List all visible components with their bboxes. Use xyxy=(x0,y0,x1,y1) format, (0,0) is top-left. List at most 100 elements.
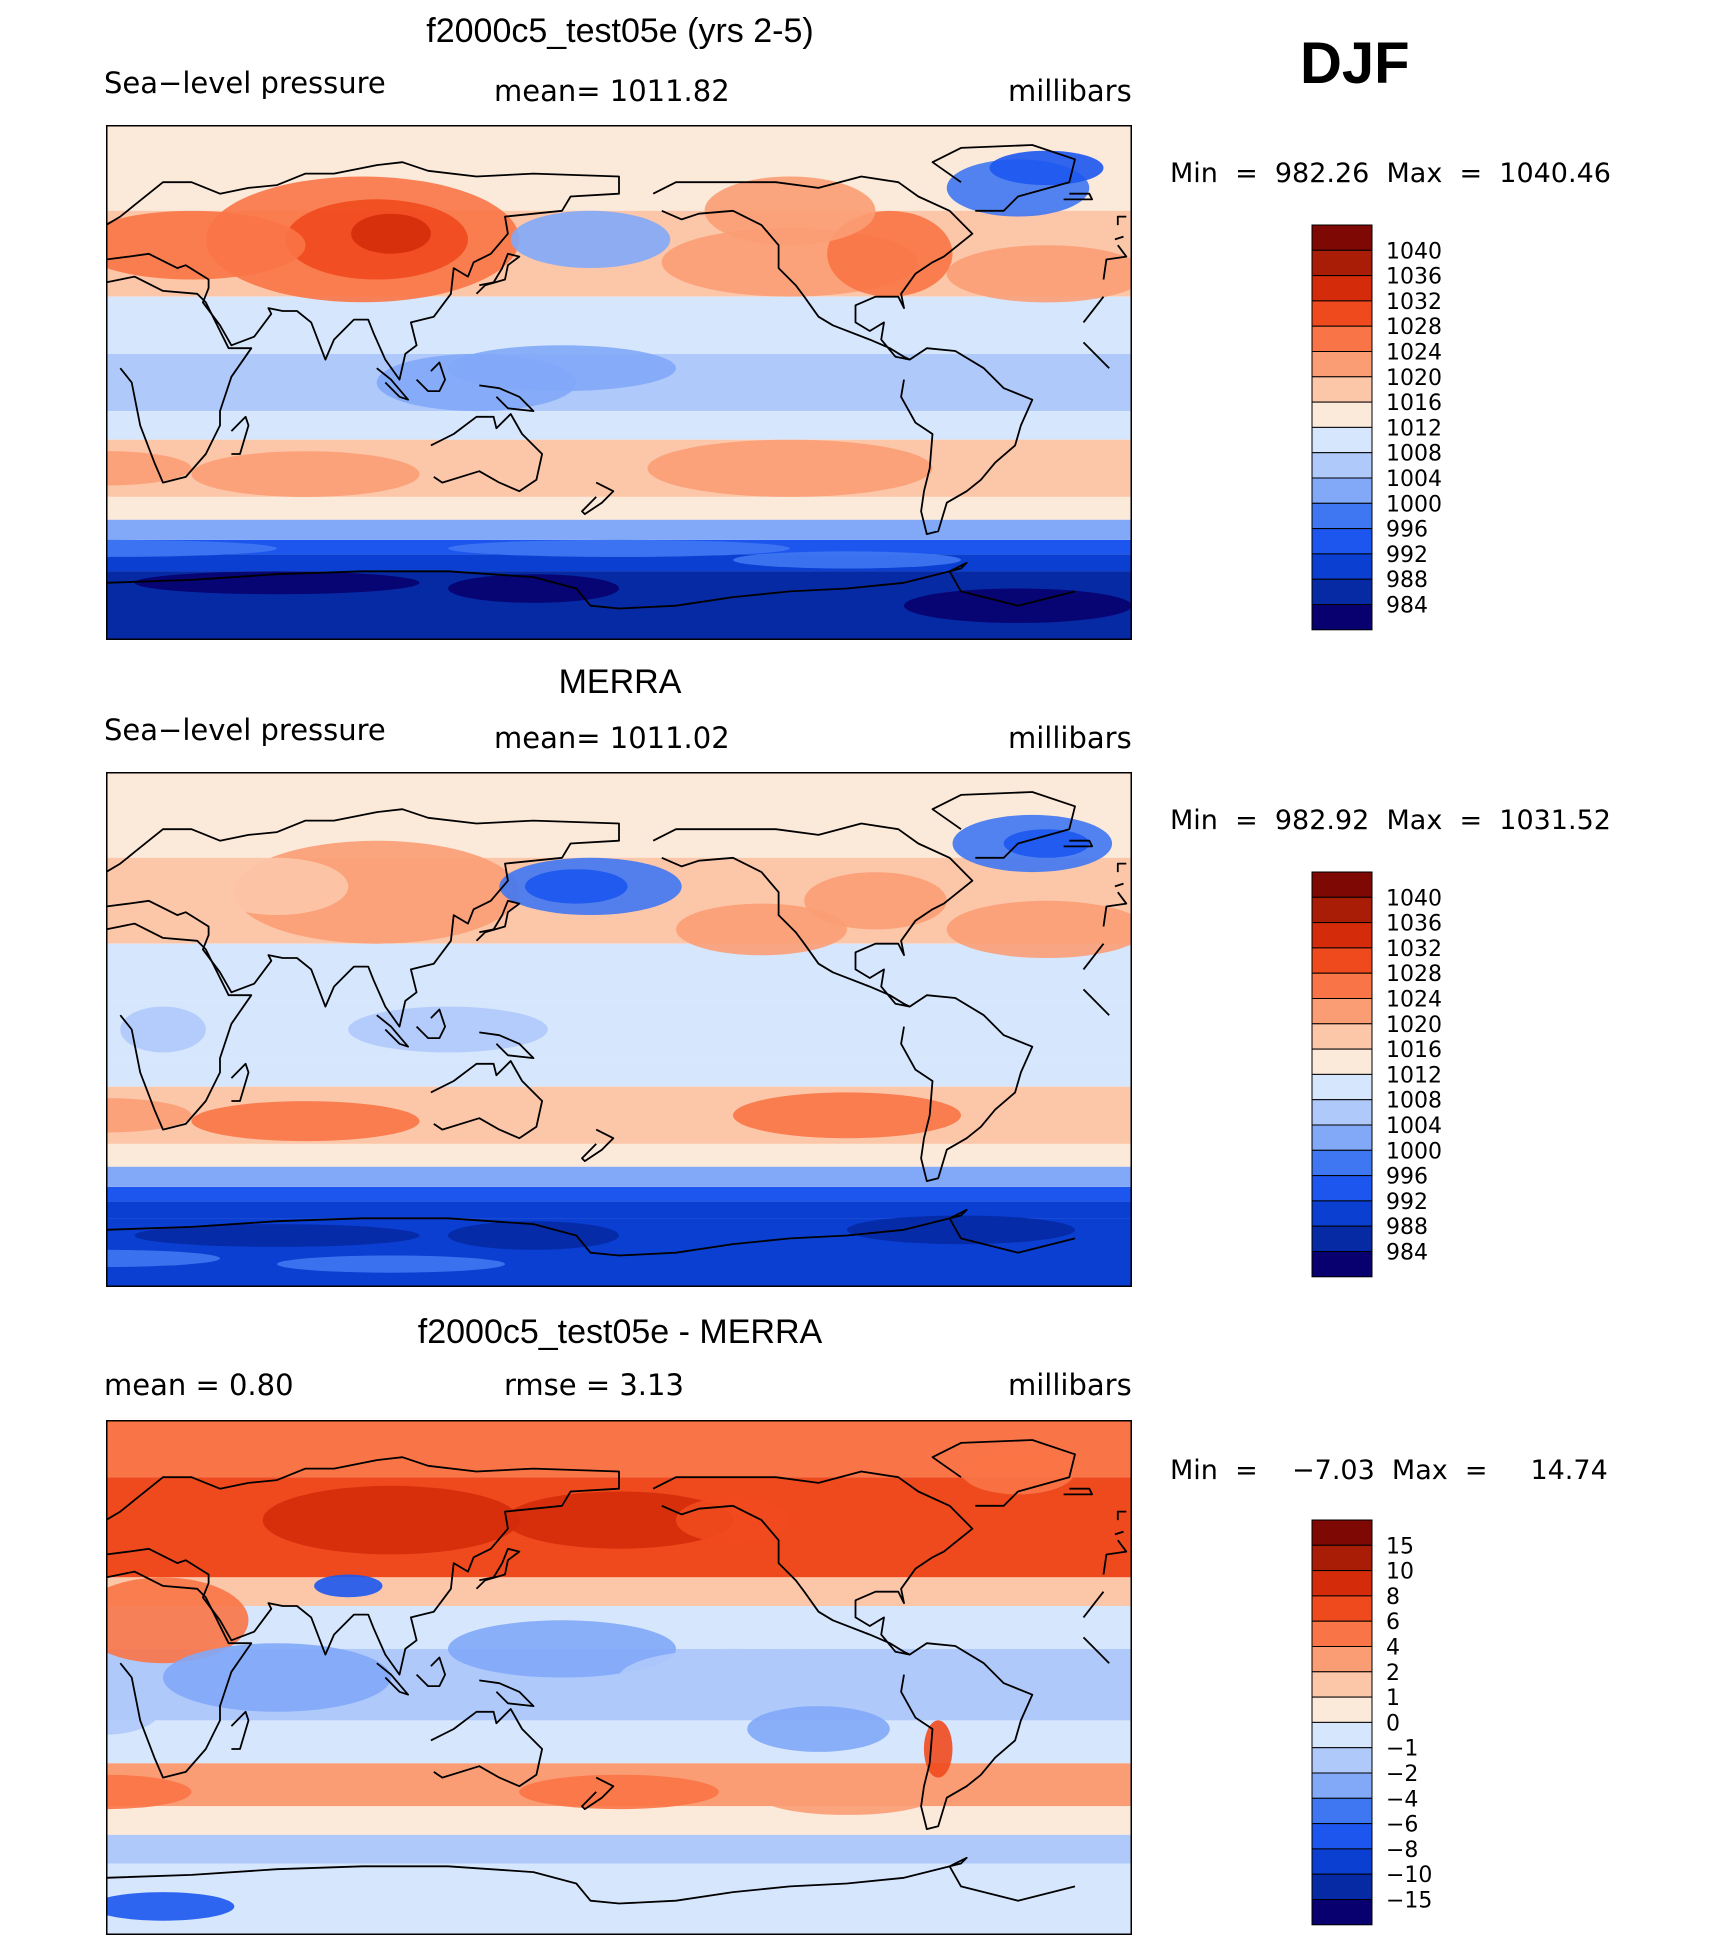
colorbar-tick-label: 1004 xyxy=(1386,1114,1442,1139)
colorbar-box xyxy=(1311,1200,1373,1227)
colorbar-tick-label: 8 xyxy=(1386,1585,1400,1610)
colorbar-tick-label: 1040 xyxy=(1386,239,1442,264)
season-label: DJF xyxy=(1300,31,1410,96)
colorbar-box xyxy=(1311,1073,1373,1101)
colorbar-box xyxy=(1311,325,1373,352)
colorbar-box xyxy=(1311,452,1373,479)
colorbar-box xyxy=(1311,1848,1373,1875)
colorbar-tick-label: 1012 xyxy=(1386,1063,1442,1088)
colorbar-box xyxy=(1311,224,1373,251)
colorbar-box xyxy=(1311,1048,1373,1075)
colorbar-tick-label: −6 xyxy=(1386,1813,1418,1838)
panel1-variable-label: Sea−level pressure xyxy=(104,66,386,100)
panel2-minmax: Min = 982.92 Max = 1031.52 xyxy=(1170,805,1611,836)
colorbar-tick-label: 0 xyxy=(1386,1711,1400,1736)
colorbar-box xyxy=(1311,1671,1373,1698)
colorbar-box xyxy=(1311,502,1373,530)
colorbar-tick-label: 1020 xyxy=(1386,1013,1442,1038)
colorbar-tick-label: −4 xyxy=(1386,1787,1418,1812)
panel1-colorbar: 1040103610321028102410201016101210081004… xyxy=(1311,224,1442,631)
colorbar-tick-label: 992 xyxy=(1386,543,1428,568)
colorbar-tick-label: 1004 xyxy=(1386,467,1442,492)
colorbar-tick-label: 988 xyxy=(1386,1215,1428,1240)
colorbar-box xyxy=(1311,1544,1373,1572)
colorbar-box xyxy=(1311,1620,1373,1647)
colorbar-box xyxy=(1311,1023,1373,1050)
colorbar-tick-label: 1024 xyxy=(1386,341,1442,366)
colorbar-box xyxy=(1311,998,1373,1025)
panel2-variable-label: Sea−level pressure xyxy=(104,713,386,747)
panel3-minmax: Min = −7.03 Max = 14.74 xyxy=(1170,1455,1608,1486)
colorbar-tick-label: 15 xyxy=(1386,1534,1414,1559)
colorbar-tick-label: 988 xyxy=(1386,568,1428,593)
colorbar-box xyxy=(1311,1797,1373,1825)
panel2-title: MERRA xyxy=(558,663,682,701)
panel3-title: f2000c5_test05e - MERRA xyxy=(417,1313,823,1351)
colorbar-tick-label: 1008 xyxy=(1386,1089,1442,1114)
colorbar-box xyxy=(1311,249,1373,277)
colorbar-box xyxy=(1311,1175,1373,1202)
colorbar-box xyxy=(1311,1747,1373,1774)
colorbar-box xyxy=(1311,1873,1373,1901)
colorbar-box xyxy=(1311,922,1373,949)
colorbar-box xyxy=(1311,947,1373,974)
colorbar-tick-label: 1020 xyxy=(1386,366,1442,391)
colorbar-box xyxy=(1311,477,1373,504)
colorbar-tick-label: 2 xyxy=(1386,1661,1400,1686)
panel1-map xyxy=(106,125,1132,640)
colorbar-box xyxy=(1311,972,1373,999)
colorbar-box xyxy=(1311,1823,1373,1850)
colorbar-tick-label: 1032 xyxy=(1386,937,1442,962)
colorbar-box xyxy=(1311,553,1373,580)
colorbar-box xyxy=(1311,1595,1373,1622)
colorbar-tick-label: 984 xyxy=(1386,1241,1428,1266)
colorbar-box xyxy=(1311,376,1373,403)
colorbar-tick-label: 1028 xyxy=(1386,315,1442,340)
colorbar-box xyxy=(1311,426,1373,454)
panel3-map xyxy=(106,1420,1132,1935)
colorbar-box xyxy=(1311,578,1373,606)
colorbar-tick-label: −1 xyxy=(1386,1737,1418,1762)
colorbar-box xyxy=(1311,1696,1373,1723)
colorbar-box xyxy=(1311,351,1373,378)
colorbar-box xyxy=(1311,1251,1373,1278)
panel2-units-label: millibars xyxy=(1008,721,1132,755)
colorbar-tick-label: 1008 xyxy=(1386,442,1442,467)
colorbar-box xyxy=(1311,1149,1373,1177)
panel1-title: f2000c5_test05e (yrs 2-5) xyxy=(426,12,814,50)
colorbar-box xyxy=(1311,871,1373,898)
colorbar-box xyxy=(1311,1225,1373,1253)
colorbar-tick-label: −15 xyxy=(1386,1889,1432,1914)
colorbar-tick-label: 1028 xyxy=(1386,962,1442,987)
colorbar-box xyxy=(1311,401,1373,428)
colorbar-tick-label: 10 xyxy=(1386,1560,1414,1585)
colorbar-tick-label: −8 xyxy=(1386,1838,1418,1863)
colorbar-tick-label: 1000 xyxy=(1386,1139,1442,1164)
colorbar-tick-label: 1000 xyxy=(1386,492,1442,517)
colorbar-tick-label: 1032 xyxy=(1386,290,1442,315)
colorbar-tick-label: 1016 xyxy=(1386,1038,1442,1063)
colorbar-tick-label: 1 xyxy=(1386,1686,1400,1711)
colorbar-box xyxy=(1311,1646,1373,1673)
colorbar-tick-label: 1024 xyxy=(1386,988,1442,1013)
panel1-minmax: Min = 982.26 Max = 1040.46 xyxy=(1170,158,1611,189)
colorbar-tick-label: 6 xyxy=(1386,1610,1400,1635)
colorbar-box xyxy=(1311,896,1373,924)
colorbar-box xyxy=(1311,528,1373,555)
colorbar-tick-label: 992 xyxy=(1386,1190,1428,1215)
panel2-map xyxy=(106,772,1132,1287)
colorbar-tick-label: 1040 xyxy=(1386,886,1442,911)
colorbar-tick-label: 4 xyxy=(1386,1636,1400,1661)
colorbar-tick-label: −2 xyxy=(1386,1762,1418,1787)
panel1-units-label: millibars xyxy=(1008,74,1132,108)
colorbar-tick-label: 1012 xyxy=(1386,416,1442,441)
colorbar-tick-label: 1016 xyxy=(1386,391,1442,416)
colorbar-box xyxy=(1311,1519,1373,1546)
panel2-colorbar: 1040103610321028102410201016101210081004… xyxy=(1311,871,1442,1278)
colorbar-box xyxy=(1311,1772,1373,1799)
panel1-mean-label: mean= 1011.82 xyxy=(494,74,730,108)
colorbar-tick-label: 996 xyxy=(1386,518,1428,543)
colorbar-box xyxy=(1311,1124,1373,1151)
panel3-mean-label: mean = 0.80 xyxy=(104,1368,294,1402)
panel3-units-label: millibars xyxy=(1008,1368,1132,1402)
